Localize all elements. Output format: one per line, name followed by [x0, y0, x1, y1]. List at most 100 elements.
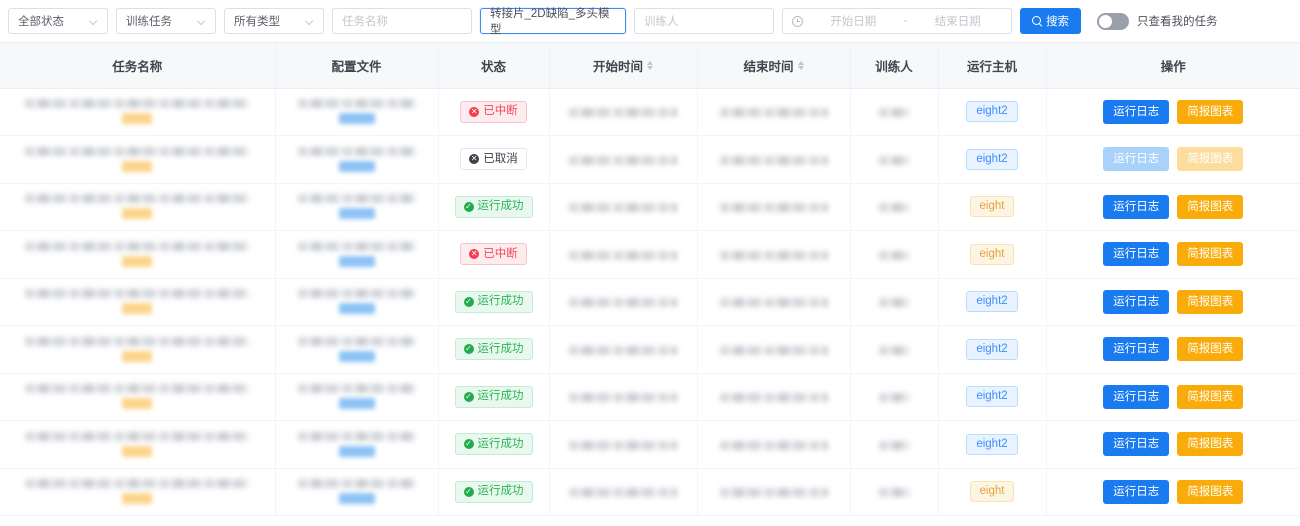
- table-row[interactable]: ✕ 已中断 eight 运行日志 简报图表: [0, 230, 1300, 279]
- date-range-picker[interactable]: 开始日期 - 结束日期: [782, 8, 1012, 34]
- run-log-button[interactable]: 运行日志: [1103, 384, 1170, 409]
- run-log-button[interactable]: 运行日志: [1103, 194, 1170, 219]
- report-chart-button[interactable]: 简报图表: [1177, 337, 1244, 362]
- status-badge-label: 运行成功: [477, 200, 524, 212]
- task-name-content: [8, 479, 267, 505]
- column-header-end[interactable]: 结束时间: [697, 43, 851, 89]
- column-header-name: 任务名称: [0, 43, 276, 89]
- host-tag: eight: [969, 481, 1015, 503]
- table-row[interactable]: ✓ 运行成功 eight2 运行日志 简报图表: [0, 420, 1300, 469]
- cell-end-time: [697, 88, 851, 136]
- column-header-start[interactable]: 开始时间: [549, 43, 698, 89]
- config-file-redacted: [297, 241, 416, 251]
- table-row[interactable]: ✕ 已取消 eight2 运行日志 简报图表: [0, 135, 1300, 184]
- table-row[interactable]: ✓ 运行成功 eight2 运行日志 简报图表: [0, 325, 1300, 374]
- config-file-tag-redacted: [338, 493, 375, 505]
- table-row[interactable]: ✓ 运行成功 eight 运行日志 简报图表: [0, 468, 1300, 516]
- action-button-group: 运行日志 简报图表: [1055, 147, 1293, 172]
- status-badge: ✓ 运行成功: [454, 433, 533, 456]
- cell-status: ✕ 已中断: [438, 230, 550, 279]
- trainer-redacted: [879, 250, 909, 260]
- column-header-label: 状态: [480, 59, 506, 74]
- search-button[interactable]: 搜索: [1020, 8, 1081, 34]
- run-log-button[interactable]: 运行日志: [1103, 99, 1170, 124]
- sort-arrows-icon[interactable]: [647, 60, 653, 70]
- cell-trainer: [850, 135, 939, 184]
- config-file-redacted: [297, 431, 416, 441]
- sort-arrows-icon[interactable]: [797, 60, 804, 70]
- action-button-group: 运行日志 简报图表: [1055, 194, 1293, 219]
- task-name-content: [8, 384, 267, 410]
- task-table-container: 任务名称 配置文件 状态 开始时间 结束时间 训练人 运行主机 操作 ✕ 已中断 eight2 运行…: [0, 42, 1300, 516]
- task-name-redacted: [24, 99, 250, 109]
- trainer-placeholder: 训练人: [644, 16, 679, 28]
- cell-config-file: [275, 420, 439, 469]
- report-chart-button[interactable]: 简报图表: [1177, 479, 1244, 504]
- category-select[interactable]: 所有类型: [224, 8, 324, 34]
- table-row[interactable]: ✓ 运行成功 eight 运行日志 简报图表: [0, 183, 1300, 231]
- cell-config-file: [275, 325, 439, 374]
- report-chart-button[interactable]: 简报图表: [1177, 99, 1244, 124]
- cell-trainer: [850, 420, 939, 469]
- config-file-redacted: [297, 146, 416, 156]
- run-log-button[interactable]: 运行日志: [1103, 289, 1170, 314]
- task-type-select[interactable]: 训练任务: [116, 8, 216, 34]
- cell-actions: 运行日志 简报图表: [1046, 230, 1300, 279]
- cell-config-file: [275, 183, 439, 231]
- table-row[interactable]: ✕ 已中断 eight2 运行日志 简报图表: [0, 88, 1300, 136]
- cell-host: eight2: [938, 325, 1047, 374]
- column-header-user: 训练人: [850, 43, 939, 89]
- trainer-redacted: [879, 155, 909, 165]
- report-chart-button[interactable]: 简报图表: [1177, 432, 1244, 457]
- run-log-button[interactable]: 运行日志: [1103, 337, 1170, 362]
- task-name-redacted: [24, 194, 250, 204]
- task-name-input[interactable]: 任务名称: [332, 8, 472, 34]
- category-label: 所有类型: [234, 16, 280, 28]
- report-chart-button[interactable]: 简报图表: [1177, 289, 1244, 314]
- cell-trainer: [850, 373, 939, 421]
- status-filter-select[interactable]: 全部状态: [8, 8, 108, 34]
- start-time-redacted: [569, 345, 677, 355]
- report-chart-button[interactable]: 简报图表: [1177, 242, 1244, 267]
- task-name-content: [8, 241, 267, 267]
- report-chart-button[interactable]: 简报图表: [1177, 194, 1244, 219]
- cell-start-time: [549, 135, 698, 184]
- column-header-label: 结束时间: [743, 59, 794, 74]
- cell-host: eight2: [938, 420, 1047, 469]
- only-mine-toggle[interactable]: [1097, 12, 1129, 30]
- trainer-input[interactable]: 训练人: [634, 8, 774, 34]
- cell-task-name: [0, 468, 276, 516]
- column-header-label: 训练人: [875, 59, 913, 74]
- cell-task-name: [0, 420, 276, 469]
- run-log-button[interactable]: 运行日志: [1103, 432, 1170, 457]
- cell-config-file: [275, 230, 439, 279]
- cell-start-time: [549, 230, 698, 279]
- column-header-label: 开始时间: [592, 59, 643, 74]
- run-log-button[interactable]: 运行日志: [1103, 479, 1170, 504]
- cell-end-time: [697, 420, 851, 469]
- trainer-redacted: [879, 203, 909, 213]
- task-type-label: 训练任务: [126, 16, 172, 28]
- cell-end-time: [697, 373, 851, 421]
- table-row[interactable]: ✓ 运行成功 eight2 运行日志 简报图表: [0, 278, 1300, 326]
- start-time-redacted: [569, 250, 677, 260]
- model-name-value: 转接片_2D缺陷_多头模型: [490, 8, 610, 36]
- task-name-redacted: [24, 241, 250, 251]
- action-button-group: 运行日志 简报图表: [1055, 479, 1293, 504]
- cell-actions: 运行日志 简报图表: [1046, 183, 1300, 231]
- cell-task-name: [0, 278, 276, 326]
- model-name-input[interactable]: 转接片_2D缺陷_多头模型: [480, 8, 626, 36]
- run-log-button[interactable]: 运行日志: [1103, 242, 1170, 267]
- search-icon: [1032, 16, 1042, 26]
- table-row[interactable]: ✓ 运行成功 eight2 运行日志 简报图表: [0, 373, 1300, 421]
- column-header-host: 运行主机: [938, 43, 1047, 89]
- cell-host: eight2: [938, 135, 1047, 184]
- cell-trainer: [850, 278, 939, 326]
- report-chart-button[interactable]: 简报图表: [1177, 384, 1244, 409]
- start-time-redacted: [569, 108, 677, 118]
- close-circle-icon: ✕: [469, 154, 480, 165]
- task-name-redacted: [24, 336, 250, 346]
- end-time-redacted: [719, 250, 828, 260]
- task-name-content: [8, 146, 267, 172]
- config-file-content: [284, 146, 430, 172]
